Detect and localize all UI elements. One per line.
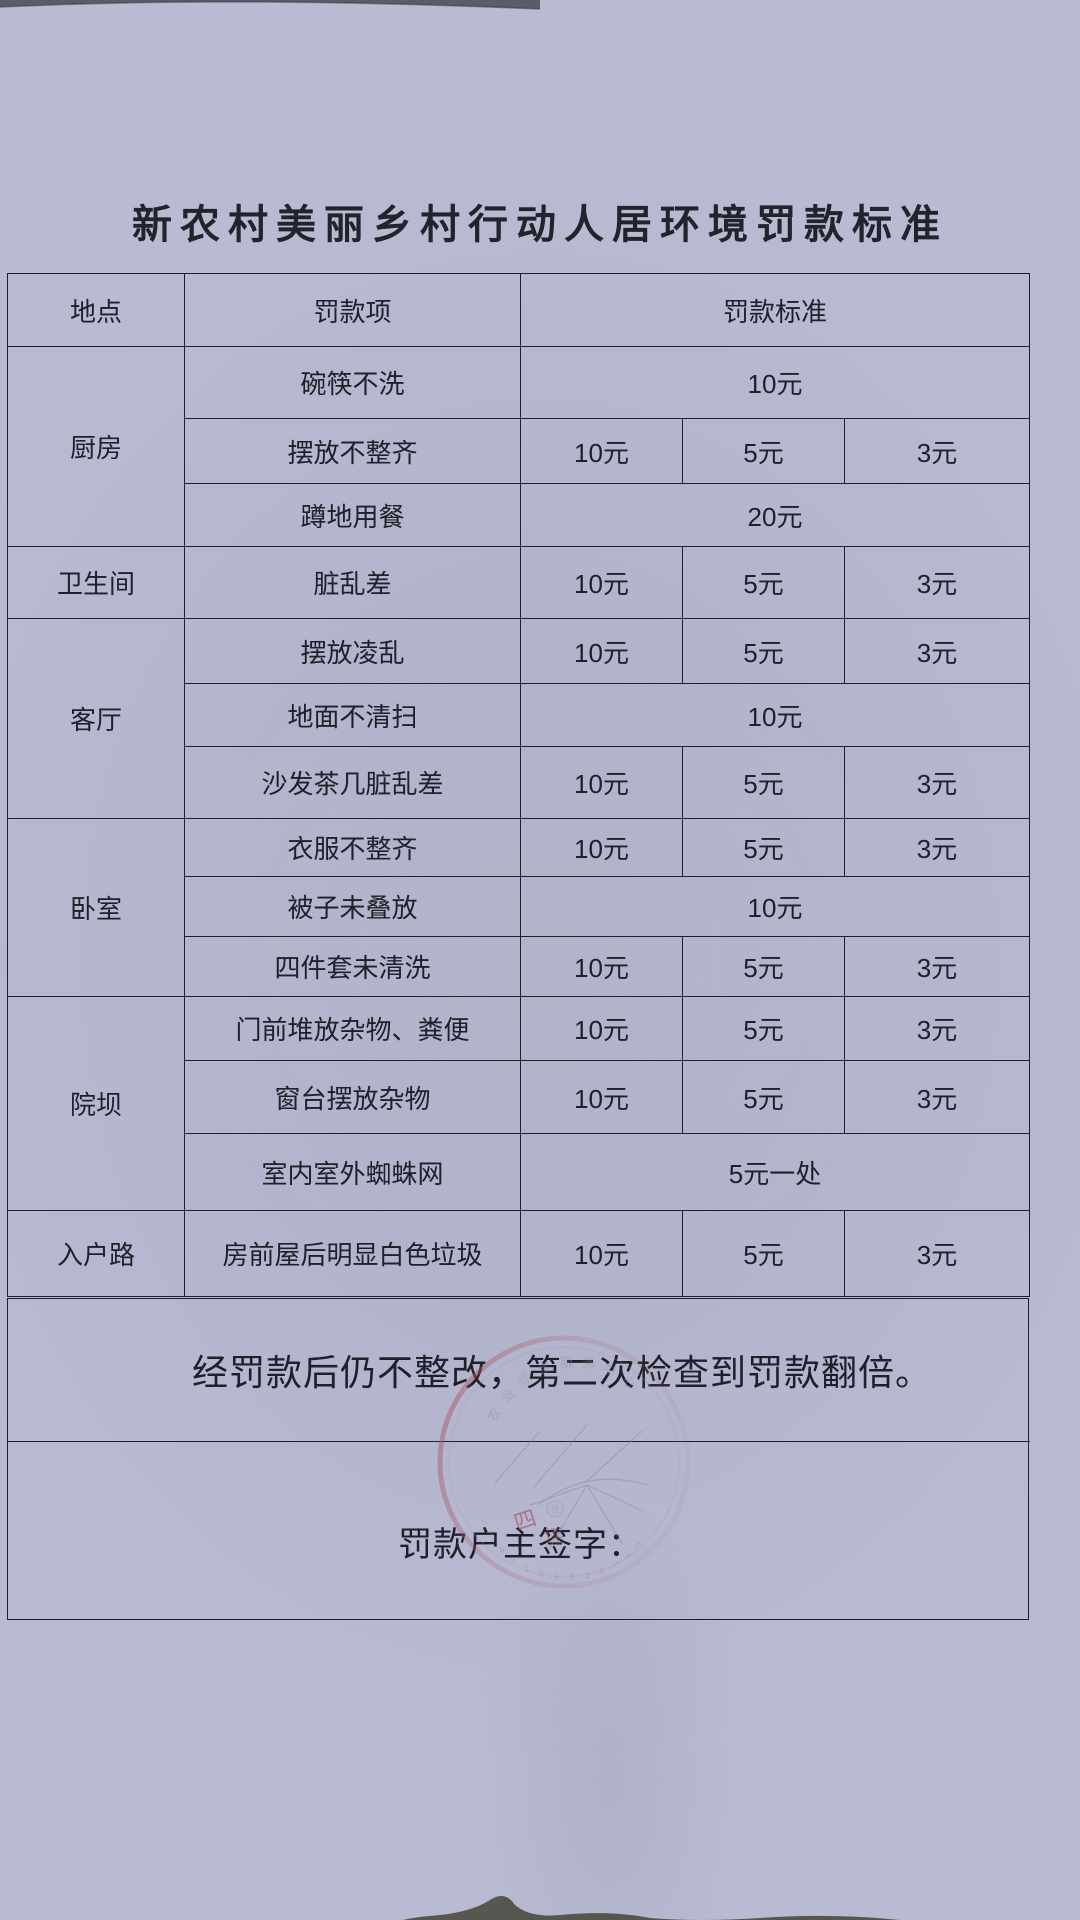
svg-text:四: 四 <box>511 1505 540 1536</box>
svg-text:合: 合 <box>535 1359 553 1378</box>
svg-text:2: 2 <box>522 1563 531 1574</box>
svg-text:8: 8 <box>537 1569 545 1580</box>
svg-text:5: 5 <box>553 1572 559 1583</box>
svg-text:2: 2 <box>487 1532 498 1543</box>
svg-text:3: 3 <box>509 1555 519 1566</box>
svg-text:中: 中 <box>601 1361 618 1379</box>
svg-text:农: 农 <box>485 1406 504 1425</box>
svg-text:7: 7 <box>610 1560 619 1571</box>
svg-text:5: 5 <box>632 1541 643 1552</box>
svg-text:务: 务 <box>582 1355 596 1371</box>
svg-text:服: 服 <box>559 1354 574 1371</box>
svg-text:5: 5 <box>597 1566 605 1577</box>
svg-text:综: 综 <box>515 1370 534 1390</box>
svg-text:员: 员 <box>550 1505 559 1515</box>
svg-text:1: 1 <box>583 1571 590 1582</box>
svg-text:1: 1 <box>479 1518 490 1528</box>
svg-text:心: 心 <box>619 1372 638 1392</box>
svg-text:0: 0 <box>569 1573 575 1583</box>
svg-text:业: 业 <box>498 1385 518 1405</box>
svg-text:4: 4 <box>497 1545 507 1556</box>
svg-text:坪: 坪 <box>543 1525 565 1550</box>
